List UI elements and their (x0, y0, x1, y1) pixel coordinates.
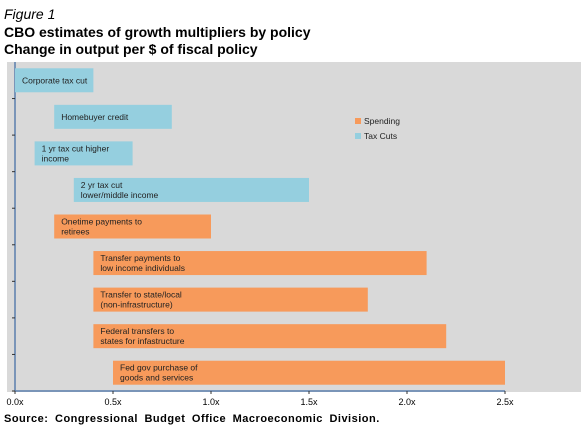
bar-label: Transfer to state/local (100, 290, 182, 300)
bar (54, 214, 212, 239)
x-tick-label: 1.5x (300, 397, 318, 407)
bar (73, 177, 309, 202)
bar-label: retirees (61, 227, 89, 237)
bar-label: Onetime payments to (61, 217, 142, 227)
bar-label: goods and services (120, 373, 193, 383)
title-line-1: CBO estimates of growth multipliers by p… (4, 24, 311, 40)
bar-label: low income individuals (100, 263, 185, 273)
bar-label: Corporate tax cut (22, 75, 88, 85)
x-tick-label: 2.0x (398, 397, 416, 407)
bar (34, 141, 133, 166)
bar-label: Transfer payments to (100, 253, 180, 263)
bar (54, 104, 172, 129)
bar-label: Federal transfers to (100, 326, 174, 336)
legend-swatch (355, 118, 361, 124)
title-line-2: Change in output per $ of fiscal policy (4, 41, 258, 57)
bar-label: income (42, 153, 70, 163)
bar-label: 2 yr tax cut (81, 180, 123, 190)
source-note: Source: Congressional Budget Office Macr… (4, 413, 380, 425)
legend-label: Tax Cuts (364, 131, 397, 141)
legend-swatch (355, 133, 361, 139)
bar-label: Homebuyer credit (61, 112, 129, 122)
bar-label: states for infastructure (100, 336, 184, 346)
x-tick-label: 0.5x (104, 397, 122, 407)
x-tick-label: 1.0x (202, 397, 220, 407)
figure-label: Figure 1 (4, 6, 56, 22)
bar-label: 1 yr tax cut higher (42, 143, 110, 153)
bar-label: Fed gov purchase of (120, 363, 198, 373)
chart-title: CBO estimates of growth multipliers by p… (4, 24, 311, 58)
bar (15, 68, 94, 93)
bar (93, 287, 368, 312)
bar-label: (non-infrastructure) (100, 300, 172, 310)
legend-label: Spending (364, 116, 400, 126)
bar (93, 251, 427, 276)
bar-label: lower/middle income (81, 190, 159, 200)
x-tick-label: 2.5x (496, 397, 514, 407)
bar (113, 360, 505, 385)
x-tick-label: 0.0x (6, 397, 24, 407)
bar (93, 324, 447, 349)
